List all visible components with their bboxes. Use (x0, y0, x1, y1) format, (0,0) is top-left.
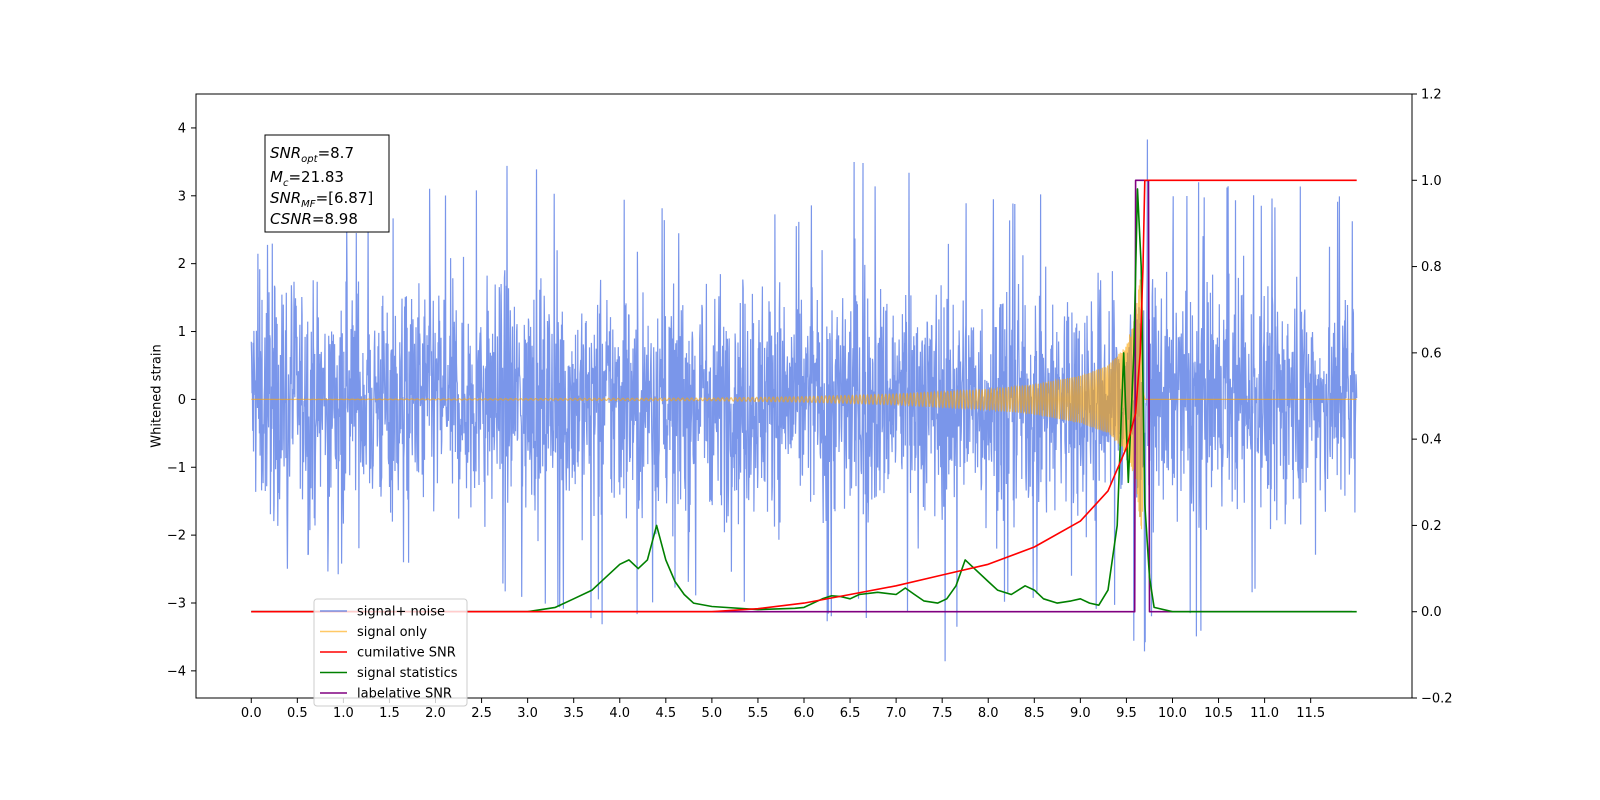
left-y-tick-label: −4 (167, 664, 186, 679)
x-tick-label: 5.0 (702, 706, 723, 721)
x-tick-label: 7.0 (886, 706, 907, 721)
series-signal-only-line (251, 279, 1357, 530)
x-tick-label: 1.5 (379, 706, 400, 721)
x-tick-label: 3.5 (563, 706, 584, 721)
legend-label: cumilative SNR (357, 646, 456, 661)
series-cumulative-snr-line (251, 179, 1357, 613)
right-y-tick-label: 1.2 (1421, 88, 1442, 103)
y-axis-label: Whitened strain (150, 344, 165, 447)
right-y-tick-label: 0.8 (1421, 260, 1442, 275)
x-tick-label: 4.0 (609, 706, 630, 721)
right-y-tick-label: 1.0 (1421, 174, 1442, 189)
right-y-tick-label: 0.6 (1421, 346, 1442, 361)
annotation-mc: Mc=21.83 (270, 168, 344, 189)
left-y-tick-label: −1 (167, 461, 186, 476)
right-y-tick-label: 0.0 (1421, 605, 1442, 620)
left-y-tick-label: 3 (178, 189, 186, 204)
x-tick-label: 11.0 (1250, 706, 1279, 721)
x-tick-label: 9.5 (1116, 706, 1137, 721)
right-y-tick-label: 0.2 (1421, 519, 1442, 534)
x-tick-label: 3.0 (517, 706, 538, 721)
right-y-axis: 1.2 1.0 0.8 0.6 0.4 0.2 0.0 −0.2 (1412, 88, 1453, 707)
left-y-tick-label: 2 (178, 257, 186, 272)
x-tick-label: 2.0 (425, 706, 446, 721)
x-tick-label: 1.0 (333, 706, 354, 721)
x-tick-label: 5.5 (748, 706, 769, 721)
left-y-tick-label: −2 (167, 529, 186, 544)
legend-label: labelative SNR (357, 687, 452, 702)
plot-area (250, 139, 1358, 662)
legend-label: signal statistics (357, 666, 458, 681)
stats-annotation-box: SNRopt=8.7 Mc=21.83 SNRMF=[6.87] CSNR=8.… (264, 134, 390, 233)
right-y-tick-label: −0.2 (1421, 692, 1453, 707)
x-tick-label: 0.0 (241, 706, 262, 721)
legend-frame (313, 598, 468, 707)
x-tick-label: 11.5 (1296, 706, 1325, 721)
left-y-tick-label: 0 (178, 393, 186, 408)
x-tick-label: 8.0 (978, 706, 999, 721)
x-tick-label: 10.0 (1158, 706, 1187, 721)
x-axis: 0.0 0.5 1.0 1.5 2.0 2.5 3.0 3.5 4.0 4.5 5.0 5.5 6.0 6… (241, 698, 1325, 721)
x-tick-label: 8.5 (1024, 706, 1045, 721)
annotation-snr-mf: SNRMF=[6.87] (270, 189, 373, 210)
x-tick-label: 10.5 (1204, 706, 1233, 721)
legend-label: signal+ noise (357, 605, 445, 620)
annotation-frame (264, 134, 390, 233)
x-tick-label: 6.0 (794, 706, 815, 721)
annotation-snr-opt: SNRopt=8.7 (270, 144, 354, 165)
legend-label: signal only (357, 625, 427, 640)
x-tick-label: 4.5 (655, 706, 676, 721)
x-tick-label: 0.5 (287, 706, 308, 721)
left-y-axis: 4 3 2 1 0 −1 −2 −3 −4 (167, 121, 196, 679)
series-signal-noise-line (250, 139, 1358, 662)
x-tick-label: 7.5 (932, 706, 953, 721)
left-y-tick-label: 4 (178, 121, 186, 136)
x-tick-label: 6.5 (840, 706, 861, 721)
x-tick-label: 9.0 (1070, 706, 1091, 721)
legend: signal+ noise signal only cumilative SNR si… (313, 598, 468, 707)
series-signal-statistics-line (251, 188, 1357, 613)
left-y-tick-label: 1 (178, 325, 186, 340)
left-y-tick-label: −3 (167, 596, 186, 611)
x-tick-label: 2.5 (471, 706, 492, 721)
right-y-tick-label: 0.4 (1421, 433, 1442, 448)
annotation-csnr: CSNR=8.98 (270, 210, 358, 228)
